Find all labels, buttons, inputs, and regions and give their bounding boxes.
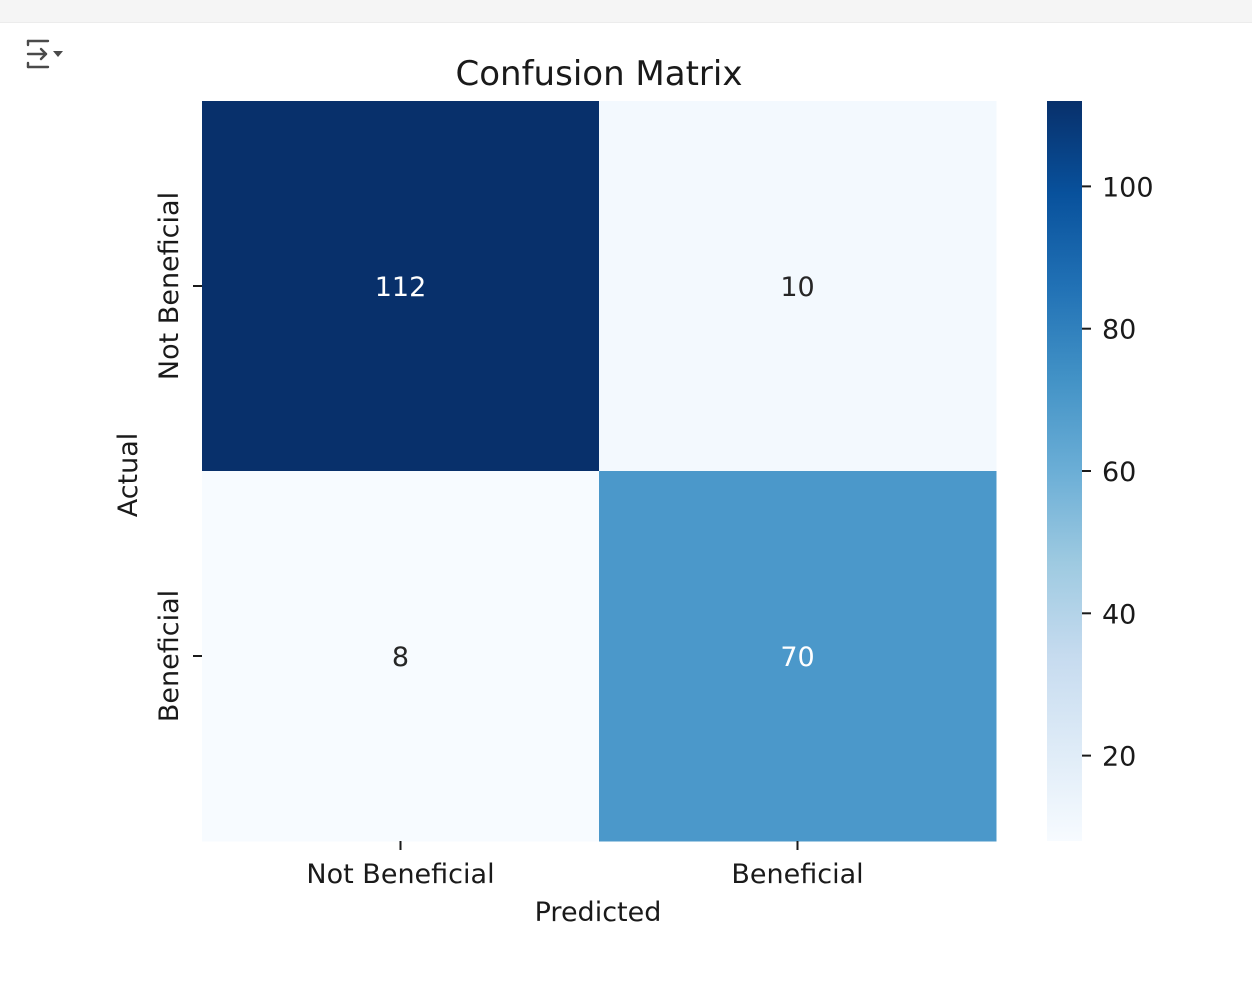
heatmap-cell bbox=[599, 471, 997, 842]
cell-value-label: 8 bbox=[392, 642, 409, 673]
output-toggle-button[interactable] bbox=[22, 36, 72, 76]
colorbar bbox=[1047, 101, 1082, 841]
y-tick-label: Not Beneficial bbox=[154, 192, 185, 380]
y-tick-label: Beneficial bbox=[154, 590, 185, 722]
heatmap-cell bbox=[599, 101, 997, 472]
heatmap-cell bbox=[202, 101, 600, 472]
collapse-output-icon bbox=[26, 39, 63, 69]
x-axis-label: Predicted bbox=[535, 897, 662, 928]
colorbar-tick-label: 40 bbox=[1102, 599, 1136, 630]
cell-value-label: 112 bbox=[375, 272, 427, 303]
cell-value-label: 70 bbox=[780, 642, 814, 673]
cell-top-bar bbox=[0, 0, 1252, 23]
x-tick-label: Not Beneficial bbox=[306, 859, 494, 890]
colorbar-tick-label: 20 bbox=[1102, 742, 1136, 773]
x-tick-label: Beneficial bbox=[731, 859, 863, 890]
colorbar-tick-label: 60 bbox=[1102, 457, 1136, 488]
colorbar-tick-label: 100 bbox=[1102, 172, 1154, 203]
cell-value-label: 10 bbox=[780, 272, 814, 303]
chart-title: Confusion Matrix bbox=[456, 54, 743, 94]
heatmap-cell bbox=[202, 471, 600, 842]
y-axis-label: Actual bbox=[113, 433, 144, 518]
colorbar-tick-label: 80 bbox=[1102, 315, 1136, 346]
